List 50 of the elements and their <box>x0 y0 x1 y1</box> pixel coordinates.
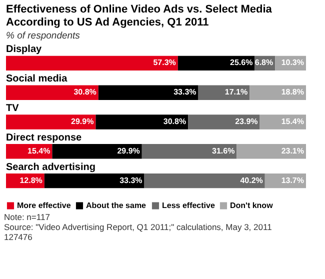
bar <box>250 85 306 100</box>
data-label: 6.8% <box>254 58 274 68</box>
bar <box>96 114 188 130</box>
data-label: 12.8% <box>20 176 42 185</box>
bar <box>6 56 178 71</box>
bar <box>144 173 265 188</box>
data-label: 33.3% <box>120 176 142 185</box>
data-label: 40.2% <box>240 176 263 185</box>
bar <box>260 114 306 130</box>
legend-label: Less effective <box>162 200 216 210</box>
y-tick-label: Social media <box>6 74 68 85</box>
y-tick-label: TV <box>6 103 20 114</box>
data-label: 17.1% <box>224 88 248 97</box>
data-label: 33.3% <box>174 88 196 97</box>
data-label: 57.3% <box>153 58 176 68</box>
y-tick-label: Display <box>6 44 42 56</box>
data-label: 29.9% <box>117 146 140 156</box>
bar <box>236 144 306 159</box>
bar <box>142 144 237 159</box>
data-label: 23.9% <box>235 117 258 126</box>
bar <box>98 85 198 100</box>
text: Note: n=117 <box>4 212 51 222</box>
data-label: 30.8% <box>163 117 186 126</box>
legend-label: Don't know <box>230 200 274 210</box>
data-label: 29.9% <box>71 117 94 126</box>
data-label: 15.4% <box>281 117 304 126</box>
bar <box>44 173 144 188</box>
data-label: 30.8% <box>74 88 96 97</box>
bar <box>198 85 250 100</box>
legend-label: More effective <box>17 200 72 210</box>
legend-label: About the same <box>86 200 147 210</box>
bar <box>178 56 255 71</box>
y-tick-label: Search advertising <box>6 162 96 173</box>
data-label: 10.3% <box>281 58 304 68</box>
data-label: 25.6% <box>230 58 253 68</box>
bar <box>6 85 98 100</box>
chart-title: Effectiveness of Online Video Ads vs. Select Media According to US Ad Agencies, Q1 2011 <box>6 4 273 29</box>
source-note: Source: "Video Advertising Report, Q1 2011;" calculations, May 3, 2011 <box>4 222 273 232</box>
bar <box>6 144 52 159</box>
bar <box>52 144 142 159</box>
data-label: 31.6% <box>212 146 235 156</box>
data-label: 13.7% <box>281 176 304 185</box>
bar <box>6 114 96 130</box>
text: 127476 <box>4 232 34 242</box>
data-label: 23.1% <box>281 146 304 156</box>
data-label: 15.4% <box>28 146 50 156</box>
bar <box>188 114 260 130</box>
data-label: 18.8% <box>281 88 304 97</box>
chart-subtitle: % of respondents <box>6 30 80 42</box>
y-tick-label: Direct response <box>6 132 82 144</box>
